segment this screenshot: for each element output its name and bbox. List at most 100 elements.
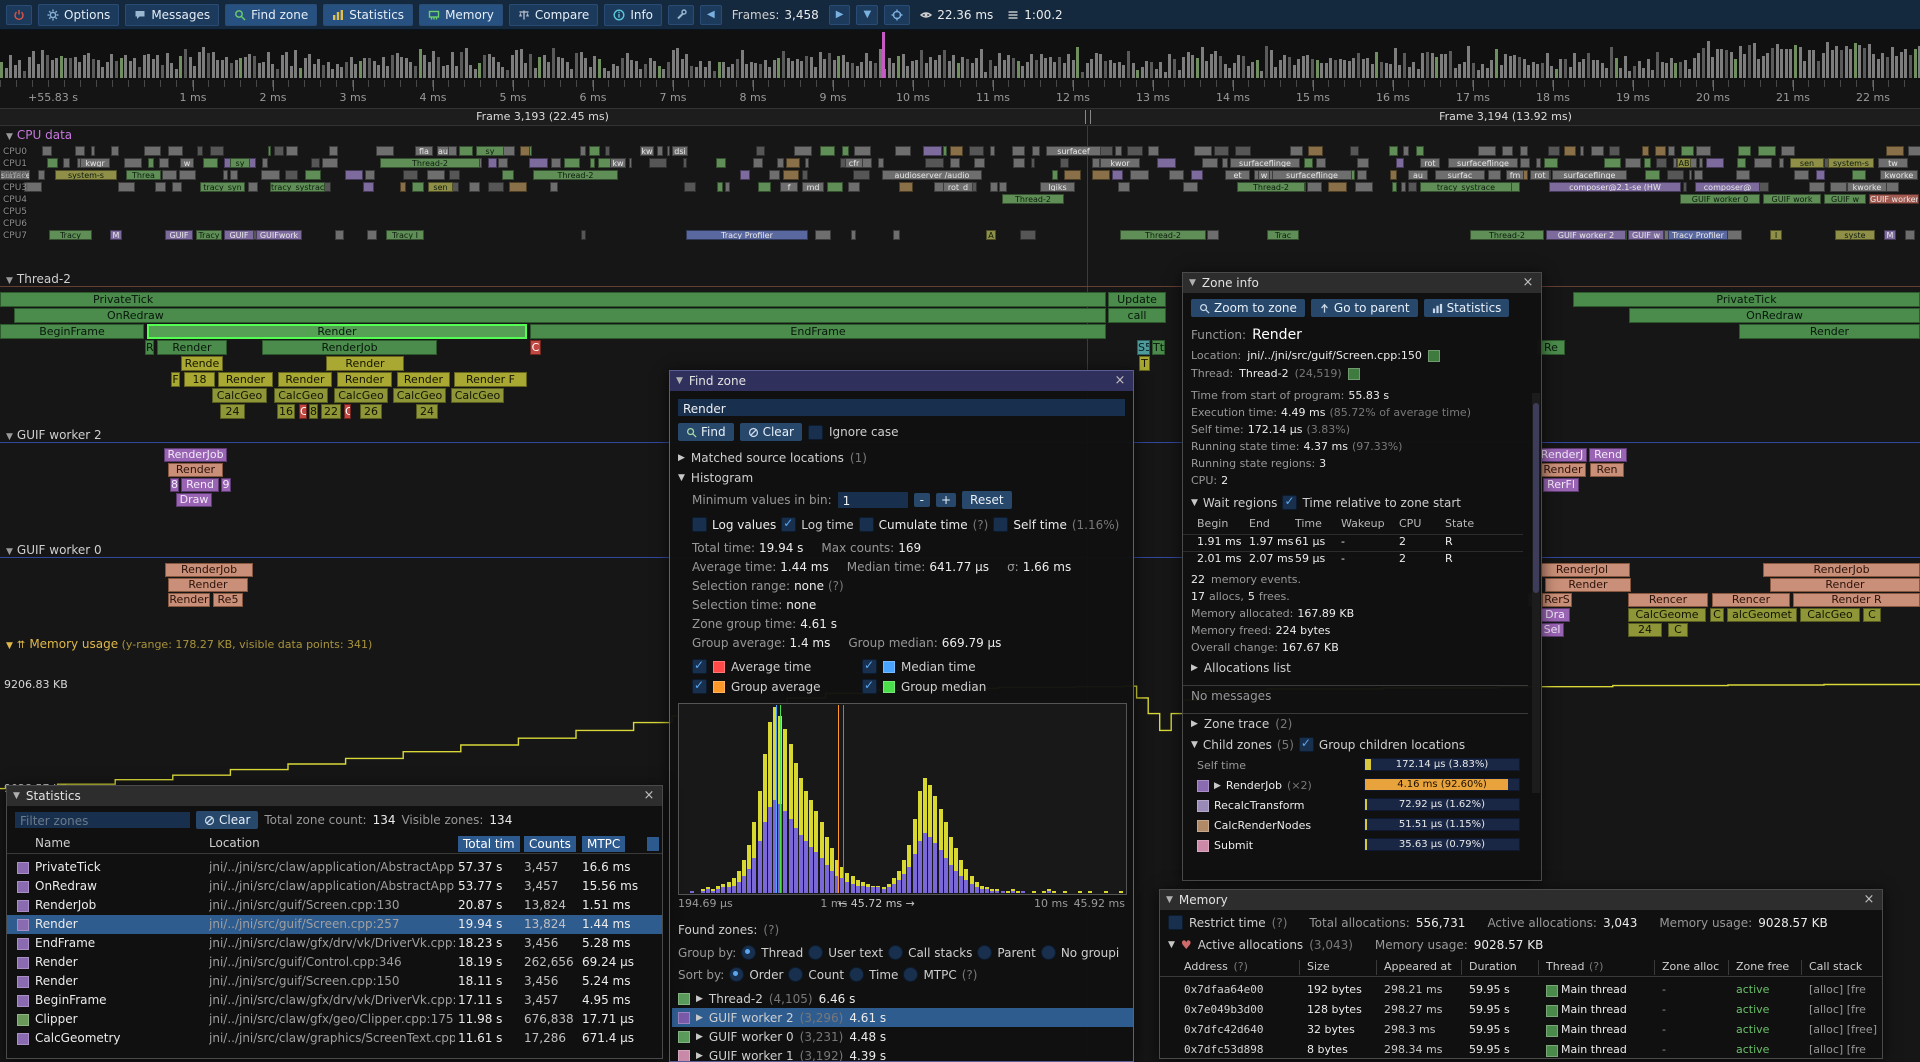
timeline-zone[interactable]: 16: [277, 404, 295, 419]
cpu-zone[interactable]: Tracy: [196, 230, 222, 240]
zone-info-button-2[interactable]: Statistics: [1424, 299, 1510, 317]
cpu-zone[interactable]: Tracy I: [386, 230, 424, 240]
option-checkbox-0[interactable]: [692, 517, 707, 532]
timeline-zone[interactable]: RenderJob: [165, 563, 253, 577]
timeline-zone[interactable]: 9: [221, 478, 231, 492]
toolbar-button-find-zone[interactable]: Find zone: [225, 4, 317, 26]
cpu-zone[interactable]: system-s: [55, 170, 117, 180]
column-header[interactable]: Time: [1295, 517, 1322, 530]
cpu-zone[interactable]: sy: [476, 146, 504, 156]
cpu-zone[interactable]: Tracy Profiler: [1668, 230, 1728, 240]
cpu-zone[interactable]: GUIF w: [1824, 194, 1866, 204]
timeline-zone[interactable]: PrivateTick: [0, 292, 1106, 307]
column-header[interactable]: Counts: [524, 836, 576, 852]
histogram-plot[interactable]: [678, 703, 1127, 895]
call-stack-links[interactable]: [alloc] [free]: [1809, 1023, 1877, 1036]
cpu-zone[interactable]: GUIF worker 0: [1680, 194, 1760, 204]
timeline-zone[interactable]: 8: [170, 478, 179, 492]
column-header[interactable]: Location: [209, 836, 260, 850]
column-header[interactable]: Duration: [1469, 960, 1517, 973]
restrict-time-checkbox[interactable]: [1168, 915, 1183, 930]
cpu-zone[interactable]: Thread-2: [1237, 182, 1305, 192]
prev-frame-button[interactable]: ◀: [700, 5, 722, 25]
timeline-zone[interactable]: Rende: [181, 356, 223, 371]
cpu-zone[interactable]: fla: [415, 146, 433, 156]
legend-checkbox[interactable]: [692, 679, 707, 694]
column-header[interactable]: Appeared at: [1384, 960, 1452, 973]
timeline-zone[interactable]: C: [1668, 623, 1688, 637]
cpu-zone[interactable]: audioserver /audio: [882, 170, 982, 180]
cpu-zone[interactable]: composer@2.1-se (HW: [1549, 182, 1681, 192]
timeline-zone[interactable]: 24: [1628, 623, 1662, 637]
timeline-zone[interactable]: Rencer: [1628, 593, 1708, 607]
next-frame-button[interactable]: ▶: [829, 5, 851, 25]
timeline-zone[interactable]: CalcGeo: [212, 388, 267, 403]
cpu-zone[interactable]: GUIF w: [1628, 230, 1664, 240]
cpu-zone[interactable]: md: [802, 182, 824, 192]
cpu-zone[interactable]: tw: [1878, 158, 1908, 168]
timeline-zone[interactable]: CalcGeo: [393, 388, 446, 403]
timeline-zone[interactable]: RerS: [1542, 593, 1572, 607]
cpu-zone[interactable]: system-s: [1828, 158, 1874, 168]
timeline-zone[interactable]: CalcGeo: [1800, 608, 1860, 622]
power-button[interactable]: [6, 5, 32, 25]
timeline-zone[interactable]: Rend: [181, 478, 219, 492]
cpu-zone[interactable]: Thread-2: [533, 170, 618, 180]
cpu-zone[interactable]: sy: [230, 158, 250, 168]
frame-cell[interactable]: Frame 3,193 (22.45 ms): [0, 109, 1085, 125]
cpu-zone[interactable]: [520, 146, 530, 156]
cpu-zone[interactable]: GUIF worker 2: [1546, 230, 1626, 240]
column-header[interactable]: Zone free: [1736, 960, 1789, 973]
sort-by-radio-1[interactable]: [788, 967, 803, 982]
timeline-zone[interactable]: OnRedraw: [1629, 308, 1920, 323]
cpu-zone[interactable]: kwor: [1100, 158, 1140, 168]
timeline-zone[interactable]: Draw: [176, 493, 212, 507]
cpu-data-header[interactable]: ▼CPU data: [6, 128, 72, 142]
timeline-zone[interactable]: Render: [337, 372, 392, 387]
call-stack-links[interactable]: [alloc] [fre: [1809, 1043, 1866, 1056]
expand-icon[interactable]: ▶: [696, 1013, 703, 1023]
timeline-zone[interactable]: C: [1863, 608, 1881, 622]
column-header[interactable]: Wakeup: [1341, 517, 1385, 530]
cpu-zone[interactable]: AB: [1677, 158, 1691, 168]
call-stack-links[interactable]: [alloc] [fre: [1809, 983, 1866, 996]
cpu-zone[interactable]: GUIF work: [1763, 194, 1821, 204]
zone-info-button-1[interactable]: Go to parent: [1311, 299, 1418, 317]
timeline-zone[interactable]: Rend: [1589, 448, 1627, 462]
open-source-button[interactable]: [1428, 350, 1440, 362]
cpu-zone[interactable]: sen: [428, 182, 453, 192]
timeline-zone[interactable]: RenderJ: [1537, 448, 1587, 462]
cpu-zone[interactable]: surfaceflinge: [1230, 158, 1300, 168]
timeline-zone[interactable]: Ren: [1590, 463, 1624, 477]
group-by-radio-1[interactable]: [808, 945, 823, 960]
timeline-zone[interactable]: RenderJob: [1763, 563, 1920, 577]
find-zone-titlebar[interactable]: ▼ Find zone ×: [670, 371, 1133, 391]
timeline-zone[interactable]: PrivateTick: [1573, 292, 1920, 307]
timeline-zone[interactable]: RenderJol: [1534, 563, 1630, 577]
find-button[interactable]: Find: [678, 423, 734, 441]
thread-header-guif-worker-0[interactable]: ▼GUIF worker 0: [6, 543, 102, 557]
child-zone-row[interactable]: ▶RenderJob(×2): [1197, 779, 1312, 792]
cpu-zone[interactable]: et: [1225, 170, 1250, 180]
expand-icon[interactable]: ▶: [1191, 719, 1198, 729]
close-icon[interactable]: ×: [1113, 374, 1127, 388]
timeline-zone[interactable]: 8: [309, 404, 318, 419]
cpu-zone[interactable]: au: [437, 146, 449, 156]
timeline-zone[interactable]: CalcGeome: [1628, 608, 1706, 622]
cpu-zone[interactable]: rot: [1530, 170, 1550, 180]
cpu-zone[interactable]: kworke: [1880, 170, 1918, 180]
cpu-zone[interactable]: Tracy: [49, 230, 92, 240]
child-zone-row[interactable]: Submit: [1197, 839, 1253, 852]
timeline-zone[interactable]: C: [530, 340, 541, 355]
group-children-checkbox[interactable]: [1299, 737, 1314, 752]
frame-dropdown-button[interactable]: ▼: [856, 5, 878, 25]
cpu-zone[interactable]: fm: [1506, 170, 1524, 180]
statistics-titlebar[interactable]: ▼ Statistics ×: [7, 786, 662, 806]
cpu-zone[interactable]: kw: [640, 146, 654, 156]
sort-by-radio-2[interactable]: [849, 967, 864, 982]
